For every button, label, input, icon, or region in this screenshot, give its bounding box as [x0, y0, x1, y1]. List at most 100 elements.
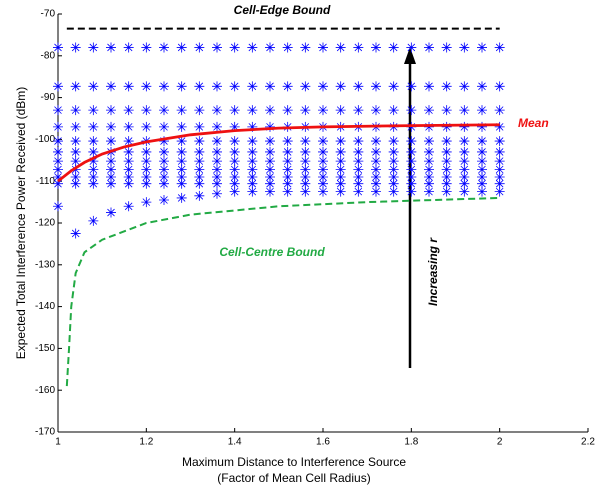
marker — [247, 164, 258, 175]
marker — [353, 146, 364, 157]
marker — [477, 121, 487, 132]
marker — [265, 105, 275, 116]
annotation: Cell-Centre Bound — [219, 245, 325, 259]
marker — [406, 172, 417, 183]
marker — [70, 42, 81, 53]
marker — [335, 105, 346, 116]
marker — [441, 178, 452, 189]
marker — [300, 136, 311, 147]
marker — [441, 42, 452, 53]
marker — [424, 178, 434, 189]
marker — [371, 42, 381, 53]
marker — [477, 186, 487, 197]
marker — [477, 81, 487, 92]
marker — [141, 172, 152, 183]
marker — [335, 186, 346, 197]
marker — [123, 164, 134, 175]
y-tick-label: -160 — [35, 385, 55, 396]
marker — [335, 164, 346, 175]
marker — [406, 81, 417, 92]
marker — [282, 81, 293, 92]
marker — [406, 178, 417, 189]
marker — [424, 146, 434, 157]
marker — [159, 172, 169, 183]
marker — [494, 172, 505, 183]
marker — [70, 172, 81, 183]
marker — [353, 105, 364, 116]
marker — [318, 42, 328, 53]
marker — [335, 42, 346, 53]
marker — [176, 164, 187, 175]
marker — [194, 190, 205, 201]
marker — [88, 121, 99, 132]
marker — [123, 146, 134, 157]
marker — [388, 136, 399, 147]
marker — [194, 146, 205, 157]
y-axis-label: Expected Total Interference Power Receiv… — [14, 87, 28, 360]
marker — [88, 172, 99, 183]
marker — [459, 186, 470, 197]
marker — [123, 121, 134, 132]
marker — [229, 121, 240, 132]
marker — [123, 172, 134, 183]
marker — [247, 146, 258, 157]
marker — [318, 186, 328, 197]
marker — [459, 146, 470, 157]
marker — [176, 178, 187, 189]
marker — [70, 228, 81, 239]
marker — [123, 81, 134, 92]
marker — [70, 178, 81, 189]
marker — [424, 81, 434, 92]
marker — [282, 172, 293, 183]
marker — [159, 121, 169, 132]
marker — [318, 105, 328, 116]
marker — [282, 156, 293, 167]
marker — [353, 178, 364, 189]
marker — [106, 172, 116, 183]
marker — [406, 105, 417, 116]
marker — [159, 156, 169, 167]
marker — [282, 178, 293, 189]
marker — [318, 172, 328, 183]
marker — [229, 186, 240, 197]
y-tick-label: -140 — [35, 301, 55, 312]
marker — [212, 146, 222, 157]
marker — [459, 178, 470, 189]
marker — [194, 42, 205, 53]
marker — [159, 105, 169, 116]
marker — [300, 172, 311, 183]
marker — [106, 207, 116, 218]
marker — [53, 172, 63, 183]
marker — [424, 186, 434, 197]
annotation: Increasing r — [426, 237, 440, 306]
marker — [53, 178, 63, 189]
marker — [247, 186, 258, 197]
marker — [212, 156, 222, 167]
x-tick-label: 1.6 — [316, 437, 330, 448]
marker — [371, 136, 381, 147]
marker — [494, 178, 505, 189]
marker — [371, 146, 381, 157]
marker — [88, 146, 99, 157]
marker — [53, 156, 63, 167]
marker — [477, 136, 487, 147]
marker — [88, 215, 99, 226]
annotation: Cell-Edge Bound — [234, 3, 331, 17]
marker — [229, 156, 240, 167]
marker — [212, 178, 222, 189]
marker — [106, 105, 116, 116]
marker — [88, 42, 99, 53]
arrow-head — [404, 47, 416, 64]
marker — [477, 105, 487, 116]
marker — [176, 146, 187, 157]
marker — [106, 156, 116, 167]
marker — [406, 186, 417, 197]
marker — [424, 172, 434, 183]
marker — [123, 156, 134, 167]
marker — [477, 146, 487, 157]
marker — [459, 81, 470, 92]
marker — [388, 105, 399, 116]
marker — [176, 156, 187, 167]
marker — [424, 156, 434, 167]
marker — [265, 156, 275, 167]
